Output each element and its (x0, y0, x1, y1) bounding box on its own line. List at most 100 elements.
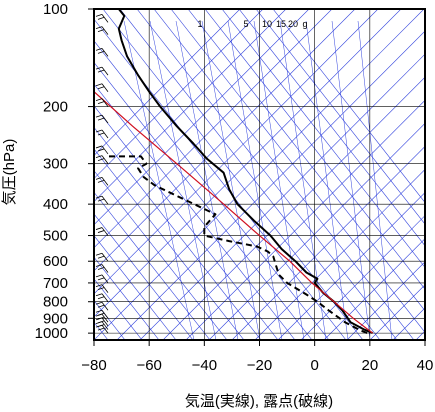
isotherm-line (94, 9, 310, 226)
adiabat-line (94, 191, 211, 340)
y-tick-label: 600 (43, 253, 68, 270)
wind-barb-flag (95, 145, 103, 149)
wind-barb (95, 274, 109, 284)
wind-barb-staff (101, 145, 109, 155)
adiabat-line (94, 213, 194, 340)
wind-barb (95, 47, 109, 57)
wind-barb-flag (97, 29, 105, 33)
adiabat-line (102, 9, 364, 340)
wind-barb-flag (97, 304, 105, 308)
wind-barb-flag (97, 324, 105, 327)
wind-barb (95, 83, 109, 92)
wind-barb-flag (95, 47, 103, 51)
wind-barb-staff (101, 129, 109, 139)
adiabat-line (94, 278, 143, 340)
wind-barb-flag (97, 198, 105, 202)
wind-barb-flag (95, 227, 103, 230)
adiabat-line (94, 170, 228, 340)
adiabat-line (94, 40, 330, 340)
wind-barb-flag (97, 50, 105, 54)
wind-barb-staff (101, 114, 109, 124)
x-tick-label: 0 (310, 357, 318, 374)
x-ticks: −80 −60 −40 −20 0 20 40 (81, 340, 433, 374)
wind-barb-flag (95, 114, 103, 118)
isotherm-line (139, 53, 425, 340)
wind-barb-flag (97, 179, 105, 183)
y-tick-label: 300 (43, 156, 68, 173)
wind-barb (95, 309, 109, 319)
wind-barb (95, 227, 109, 236)
adiabat-line (94, 256, 160, 340)
wind-barb (95, 114, 109, 124)
series-layer (94, 9, 373, 335)
wind-barb-flag (96, 1, 102, 3)
wind-barb-staff (101, 83, 109, 92)
wind-barb-staff (101, 324, 109, 334)
wind-barb-staff (101, 98, 109, 107)
y-axis-title: 気圧(hPa) (1, 139, 18, 206)
wind-barb-staff (101, 252, 109, 262)
wind-barb (95, 195, 109, 205)
wind-barb-staff (107, 9, 108, 10)
mixing-ratio-label: 20 (288, 19, 298, 29)
mixing-ratio-labels: 1 5 10 15 20 g (197, 19, 307, 29)
wind-barb (95, 66, 109, 76)
y-tick-label: 100 (43, 1, 68, 18)
wind-barb (96, 1, 108, 10)
wind-barb (95, 252, 109, 262)
adiabat-line (187, 9, 425, 312)
wind-barb-flag (95, 301, 103, 305)
isotherm-line (392, 307, 425, 340)
adiabat-line (94, 83, 296, 340)
mixing-ratio-line (253, 20, 305, 340)
wind-barb (95, 145, 109, 155)
wind-barb-flag (98, 4, 104, 6)
wind-barb-flag (95, 176, 103, 180)
mixing-ratio-label: 10 (262, 19, 272, 29)
wind-barb-flag (95, 264, 103, 267)
wind-barb-flag (97, 86, 105, 90)
dewpoint-line (107, 155, 368, 335)
wind-barb-flag (97, 101, 105, 104)
wind-barb-staff (101, 310, 109, 319)
isotherm-line (94, 9, 241, 156)
wind-barb (95, 155, 109, 164)
wind-barb-flag (95, 252, 103, 256)
wind-barb-staff (101, 302, 109, 311)
guide-lines (94, 9, 425, 340)
mixing-ratio-line (201, 20, 261, 340)
mixing-ratio-line (175, 20, 239, 340)
adiabat-line (94, 105, 279, 340)
wind-barb-flag (97, 312, 105, 316)
wind-barb-staff (101, 48, 109, 57)
wind-barb-flag (97, 287, 105, 291)
adiabat-line (170, 9, 425, 333)
wind-barb-flag (97, 158, 105, 162)
wind-barb-flag (95, 83, 103, 87)
wind-barb (95, 14, 109, 23)
wind-barb-staff (101, 195, 109, 205)
wind-barb-staff (101, 155, 109, 164)
mixing-ratio-label: 5 (243, 19, 248, 29)
adiabat-line (94, 148, 245, 340)
wind-barb-flag (95, 274, 103, 278)
wind-barb-flag (95, 284, 103, 288)
wind-barb (95, 176, 109, 186)
y-tick-label: 400 (43, 196, 68, 213)
isotherm-line (94, 9, 402, 318)
wind-barb-flag (97, 17, 105, 20)
isotherm-line (323, 238, 425, 340)
wind-barb-flag (97, 327, 105, 331)
isotherm-line (231, 145, 425, 340)
wind-barb-flag (97, 277, 105, 281)
adiabat-line (221, 9, 425, 268)
isotherm-line (346, 261, 425, 340)
wind-barb (95, 129, 109, 139)
wind-barb-flag (95, 98, 103, 101)
wind-barb-staff (101, 26, 109, 35)
x-tick-label: −80 (81, 357, 106, 374)
mixing-ratio-label: 15 (276, 19, 286, 29)
wind-barb-staff (101, 227, 109, 236)
wind-barb-staff (101, 313, 109, 323)
